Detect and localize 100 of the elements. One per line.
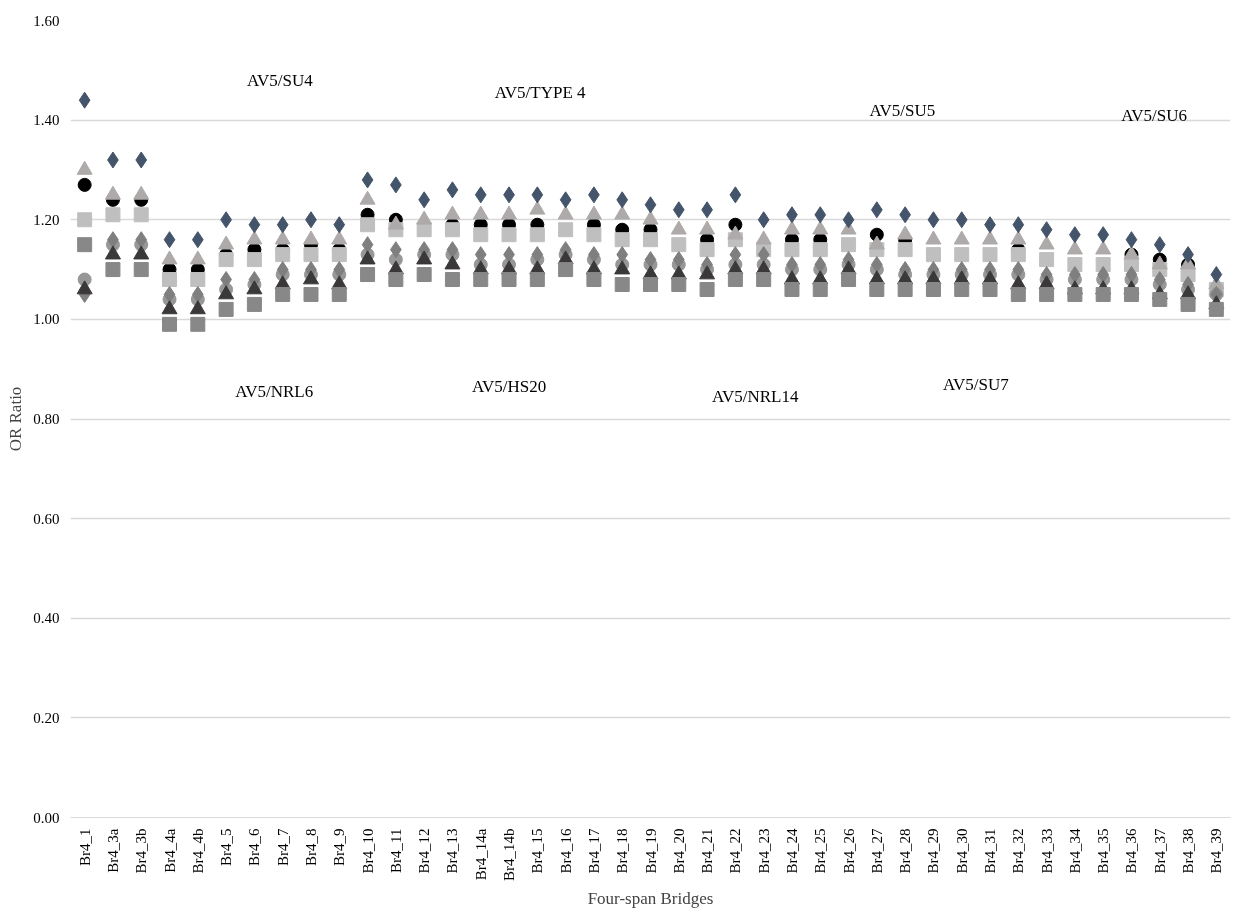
point bbox=[246, 252, 262, 268]
point bbox=[501, 227, 517, 243]
point bbox=[1180, 296, 1196, 312]
point bbox=[360, 267, 376, 283]
point bbox=[982, 281, 998, 297]
point bbox=[1066, 240, 1083, 255]
x-tick-label: Br4_17 bbox=[585, 828, 602, 874]
x-tick-label: Br4_20 bbox=[670, 828, 687, 874]
point bbox=[275, 247, 291, 263]
y-tick-label: 0.80 bbox=[33, 411, 60, 427]
point bbox=[276, 216, 289, 234]
y-tick-label: 1.60 bbox=[33, 12, 60, 29]
x-tick-label: Br4_21 bbox=[699, 828, 716, 874]
annotation: AV5/NRL14 bbox=[711, 387, 799, 407]
point bbox=[1123, 286, 1139, 302]
point bbox=[1040, 221, 1053, 239]
point bbox=[444, 255, 461, 270]
x-tick-label: Br4_33 bbox=[1038, 828, 1055, 874]
y-tick-label: 0.20 bbox=[33, 709, 60, 726]
point bbox=[1010, 247, 1026, 263]
point bbox=[333, 261, 346, 279]
point bbox=[191, 285, 204, 303]
point bbox=[446, 241, 459, 259]
x-tick-label: Br4_14a bbox=[472, 828, 489, 881]
x-tick-label: Br4_32 bbox=[1010, 828, 1027, 874]
x-tick-label: Br4_37 bbox=[1151, 828, 1168, 874]
point bbox=[558, 222, 574, 238]
annotation: AV5/SU5 bbox=[869, 100, 936, 120]
point bbox=[218, 301, 234, 317]
point bbox=[1125, 266, 1138, 284]
y-axis-title: OR Ratio bbox=[6, 386, 26, 452]
point bbox=[474, 186, 487, 204]
x-axis-title: Four-span Bridges bbox=[587, 889, 714, 908]
x-tick-label: Br4_23 bbox=[755, 828, 772, 874]
point bbox=[531, 246, 544, 264]
y-tick-label: 0.60 bbox=[33, 510, 60, 527]
point bbox=[473, 227, 489, 243]
point bbox=[784, 242, 800, 258]
point bbox=[1208, 301, 1224, 317]
point bbox=[814, 206, 827, 224]
point bbox=[1153, 236, 1166, 254]
point bbox=[361, 171, 374, 189]
point bbox=[1012, 216, 1025, 234]
point bbox=[925, 281, 941, 297]
point bbox=[416, 267, 432, 283]
point bbox=[812, 242, 828, 258]
x-tick-label: Br4_19 bbox=[642, 828, 659, 874]
x-tick-label: Br4_26 bbox=[840, 828, 857, 874]
x-tick-label: Br4_38 bbox=[1180, 828, 1197, 874]
point bbox=[161, 250, 178, 265]
x-tick-label: Br4_14b bbox=[501, 828, 518, 881]
x-tick-label: Br4_25 bbox=[812, 828, 829, 874]
annotation: AV5/TYPE 4 bbox=[494, 83, 587, 103]
x-tick-label: Br4_9 bbox=[331, 828, 348, 866]
point bbox=[275, 286, 291, 302]
point bbox=[161, 300, 178, 315]
point bbox=[1067, 286, 1083, 302]
point bbox=[644, 251, 657, 269]
point bbox=[163, 231, 176, 249]
point bbox=[105, 207, 121, 223]
point bbox=[812, 281, 828, 297]
point bbox=[586, 227, 602, 243]
x-tick-label: Br4_5 bbox=[218, 828, 235, 866]
point bbox=[1210, 266, 1223, 284]
point bbox=[163, 285, 176, 303]
point bbox=[672, 251, 685, 269]
point bbox=[757, 211, 770, 229]
point bbox=[529, 272, 545, 288]
point bbox=[616, 191, 629, 209]
point bbox=[190, 272, 206, 288]
point bbox=[331, 286, 347, 302]
point bbox=[133, 262, 149, 278]
point bbox=[982, 247, 998, 263]
point bbox=[756, 272, 772, 288]
x-tick-label: Br4_18 bbox=[614, 828, 631, 874]
x-tick-label: Br4_11 bbox=[387, 828, 404, 873]
point bbox=[729, 246, 742, 264]
point bbox=[559, 191, 572, 209]
point bbox=[189, 300, 206, 315]
point bbox=[1097, 226, 1110, 244]
x-tick-label: Br4_31 bbox=[982, 828, 999, 874]
point bbox=[333, 216, 346, 234]
annotation: AV5/NRL6 bbox=[235, 382, 314, 402]
point bbox=[190, 316, 206, 332]
x-tick-label: Br4_24 bbox=[783, 828, 800, 874]
y-tick-label: 1.00 bbox=[33, 311, 60, 328]
point bbox=[1010, 286, 1026, 302]
point bbox=[814, 256, 827, 274]
y-tick-label: 1.20 bbox=[33, 211, 60, 228]
point bbox=[699, 242, 715, 258]
point bbox=[135, 231, 148, 249]
annotation: AV5/SU6 bbox=[1121, 105, 1188, 125]
point bbox=[955, 211, 968, 229]
point bbox=[248, 216, 261, 234]
x-tick-label: Br4_15 bbox=[529, 828, 546, 874]
point bbox=[303, 247, 319, 263]
point bbox=[104, 245, 121, 260]
x-tick-label: Br4_28 bbox=[897, 828, 914, 874]
x-tick-label: Br4_8 bbox=[302, 828, 319, 866]
point bbox=[388, 272, 404, 288]
